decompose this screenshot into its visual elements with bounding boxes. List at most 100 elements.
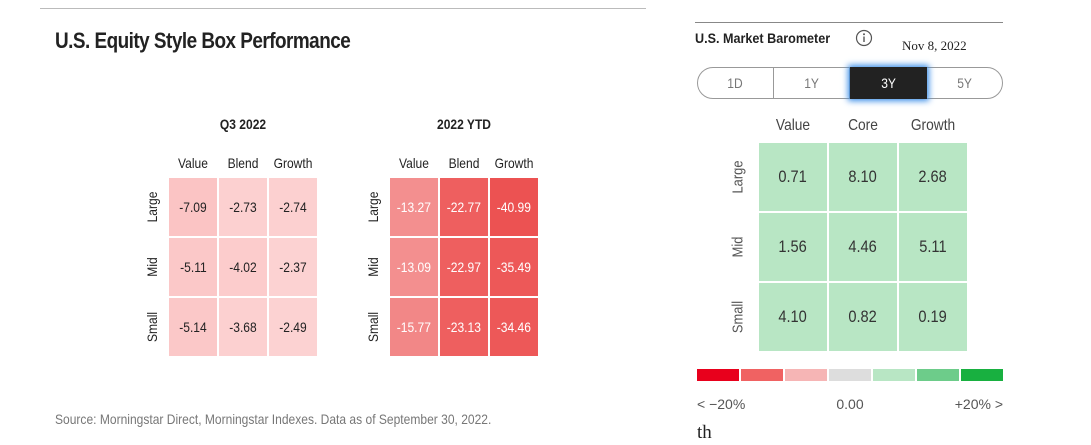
scale-swatch	[697, 369, 739, 381]
cell-value: -40.99	[496, 199, 532, 215]
date: Nov 8, 2022	[902, 38, 967, 53]
row-header: Large	[729, 160, 747, 194]
cell: -40.99	[489, 177, 539, 237]
scale-label: < −20%	[697, 396, 746, 412]
grid-title: Q3 2022	[219, 116, 267, 132]
cell-value: -7.09	[179, 199, 207, 215]
cell-value: -2.49	[279, 319, 307, 335]
scale-label: +20% >	[954, 396, 1003, 412]
row-header: Small	[729, 300, 747, 334]
cell-value: 0.82	[848, 307, 878, 326]
cell: -35.49	[489, 237, 539, 297]
cell: 0.71	[758, 142, 828, 212]
cell-value: 5.11	[919, 237, 947, 256]
scale-swatch	[741, 369, 783, 381]
cell: 5.11	[898, 212, 968, 282]
tab[interactable]: 3Y	[850, 67, 927, 99]
cell: 1.56	[758, 212, 828, 282]
row-header: Small	[144, 311, 160, 343]
cell-value: -2.74	[279, 199, 307, 215]
cell-value: -35.49	[496, 259, 532, 275]
column-header: Value	[775, 117, 811, 134]
cell-value: -23.13	[446, 319, 482, 335]
scale-swatch	[785, 369, 827, 381]
cell-value: -5.11	[179, 259, 207, 275]
cell: -34.46	[489, 297, 539, 357]
cell: -3.68	[218, 297, 268, 357]
cell: -13.09	[389, 237, 439, 297]
cell-value: 1.56	[778, 237, 808, 256]
cell: -22.97	[439, 237, 489, 297]
cell: -2.37	[268, 237, 318, 297]
cell-value: -4.02	[229, 259, 257, 275]
cell: -7.09	[168, 177, 218, 237]
source-note: Source: Morningstar Direct, Morningstar …	[55, 411, 492, 427]
tab-label: 1D	[727, 75, 743, 91]
column-header: Core	[848, 117, 878, 134]
tab[interactable]: 5Y	[927, 67, 1004, 99]
column-header: Growth	[494, 155, 534, 171]
cell-value: 4.46	[848, 237, 878, 256]
scale-swatch	[961, 369, 1003, 381]
grid-title: 2022 YTD	[437, 116, 491, 132]
cell: 0.19	[898, 282, 968, 352]
tab[interactable]: 1Y	[774, 67, 850, 99]
top-rule	[40, 8, 646, 9]
cell-value: 0.71	[778, 167, 808, 186]
scale-swatch	[873, 369, 915, 381]
cell: -2.74	[268, 177, 318, 237]
row-header: Mid	[729, 236, 747, 258]
cell: -5.14	[168, 297, 218, 357]
tab-label: 3Y	[880, 75, 896, 91]
row-header: Mid	[144, 257, 160, 277]
footer-text: th	[697, 422, 712, 443]
scale-label: 0.00	[836, 396, 864, 412]
row-header: Large	[144, 191, 160, 223]
cell-value: -3.68	[229, 319, 257, 335]
cell-value: -15.77	[396, 319, 432, 335]
cell: -15.77	[389, 297, 439, 357]
cell-value: 4.10	[778, 307, 808, 326]
title: U.S. Equity Style Box Performance	[55, 28, 351, 53]
cell: -5.11	[168, 237, 218, 297]
cell-value: 2.68	[918, 167, 948, 186]
cell-value: -34.46	[496, 319, 532, 335]
cell: 0.82	[828, 282, 898, 352]
row-header: Large	[365, 191, 381, 223]
column-header: Value	[178, 155, 208, 171]
cell-value: -13.09	[396, 259, 432, 275]
cell: -4.02	[218, 237, 268, 297]
column-header: Blend	[227, 155, 259, 171]
column-header: Blend	[448, 155, 480, 171]
row-header: Small	[365, 311, 381, 343]
tab-label: 1Y	[803, 75, 819, 91]
cell: 4.10	[758, 282, 828, 352]
row-header: Mid	[365, 257, 381, 277]
cell: -2.49	[268, 297, 318, 357]
cell-value: -2.73	[229, 199, 257, 215]
cell-value: 8.10	[848, 167, 878, 186]
cell: -13.27	[389, 177, 439, 237]
scale-swatch	[829, 369, 871, 381]
cell: 4.46	[828, 212, 898, 282]
cell-value: -5.14	[179, 319, 207, 335]
title: U.S. Market Barometer	[695, 30, 831, 46]
scale-swatch	[917, 369, 959, 381]
tab-label: 5Y	[957, 75, 973, 91]
cell: 2.68	[898, 142, 968, 212]
color-scale	[697, 369, 1003, 381]
column-header: Growth	[273, 155, 313, 171]
top-rule	[695, 22, 1003, 23]
cell: -22.77	[439, 177, 489, 237]
cell: -2.73	[218, 177, 268, 237]
cell-value: -2.37	[279, 259, 307, 275]
cell-value: 0.19	[918, 307, 948, 326]
column-header: Growth	[910, 117, 956, 134]
cell-value: -22.97	[446, 259, 482, 275]
column-header: Value	[399, 155, 429, 171]
tab[interactable]: 1D	[697, 67, 774, 99]
info-icon[interactable]	[855, 29, 873, 47]
cell: 8.10	[828, 142, 898, 212]
cell-value: -13.27	[396, 199, 432, 215]
